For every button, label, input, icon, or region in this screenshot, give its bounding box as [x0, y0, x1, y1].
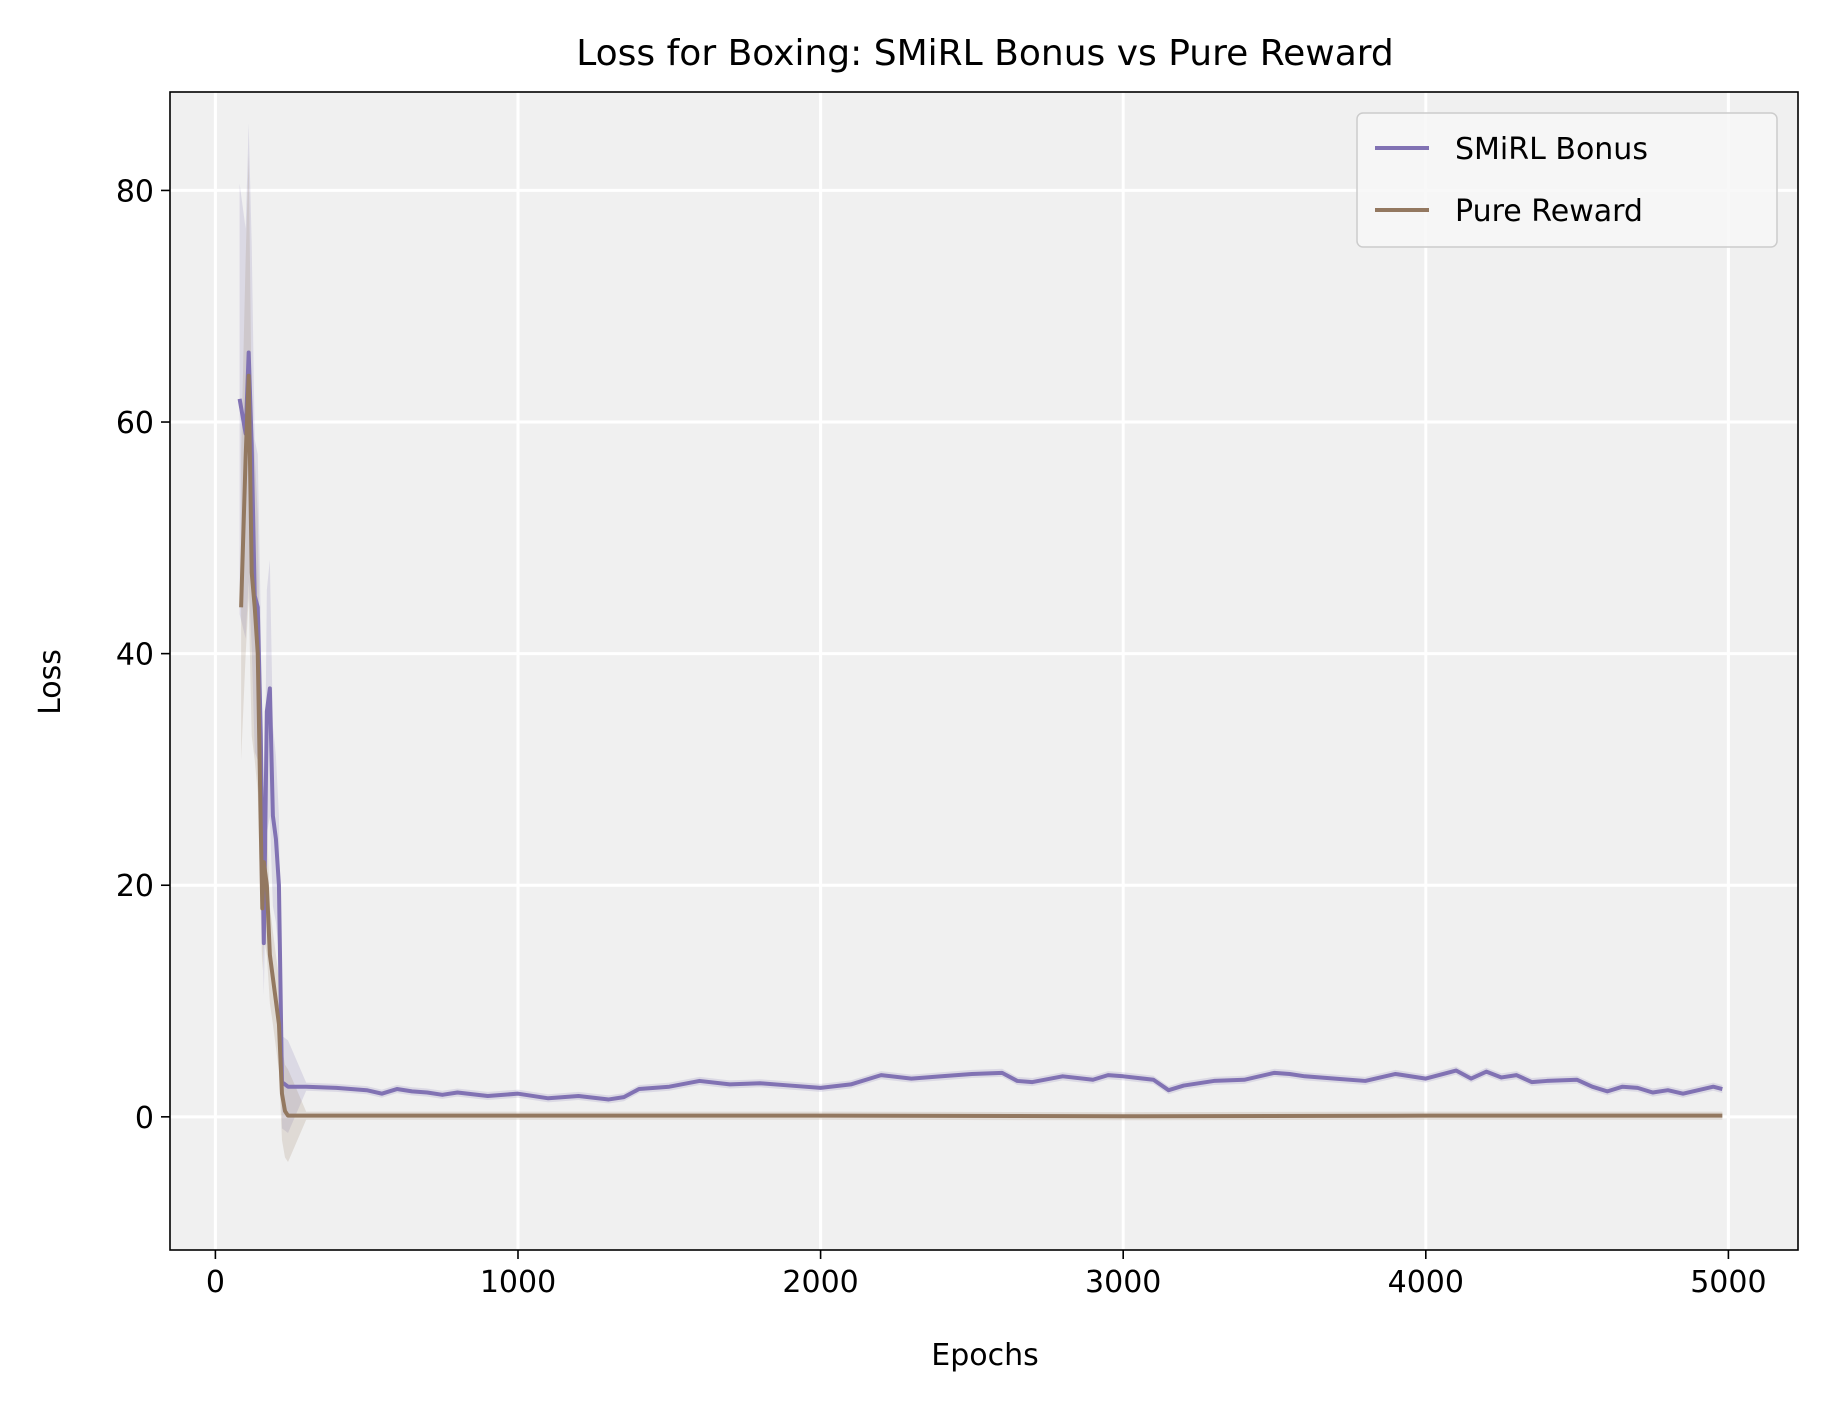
plot-frame: [169, 91, 1799, 1251]
y-tick-label: 40: [116, 638, 154, 673]
x-tick-label: 5000: [1690, 1265, 1766, 1300]
chart-title: Loss for Boxing: SMiRL Bonus vs Pure Rew…: [576, 33, 1394, 74]
legend-box: [1356, 112, 1778, 248]
y-axis-title: Loss: [33, 649, 68, 715]
y-tick-label: 60: [116, 406, 154, 441]
x-tick-label: 3000: [1085, 1265, 1161, 1300]
x-axis-ticks: 0 1000 2000 3000 4000 5000: [206, 1250, 1767, 1300]
plot-area: [170, 92, 1798, 1250]
legend-label: Pure Reward: [1455, 194, 1643, 229]
legend-label: SMiRL Bonus: [1455, 132, 1648, 167]
x-tick-label: 0: [206, 1265, 225, 1300]
x-tick-label: 1000: [480, 1265, 556, 1300]
x-tick-label: 4000: [1388, 1265, 1464, 1300]
y-tick-label: 0: [135, 1101, 154, 1136]
legend: SMiRL Bonus Pure Reward: [1356, 112, 1778, 248]
x-axis-title: Epochs: [931, 1338, 1039, 1373]
y-tick-label: 80: [116, 174, 154, 209]
x-tick-label: 2000: [782, 1265, 858, 1300]
pure-reward-line: [239, 373, 1723, 1119]
series-lines: [237, 350, 1723, 1119]
y-tick-label: 20: [116, 869, 154, 904]
y-axis-ticks: 0 20 40 60 80: [116, 174, 170, 1136]
